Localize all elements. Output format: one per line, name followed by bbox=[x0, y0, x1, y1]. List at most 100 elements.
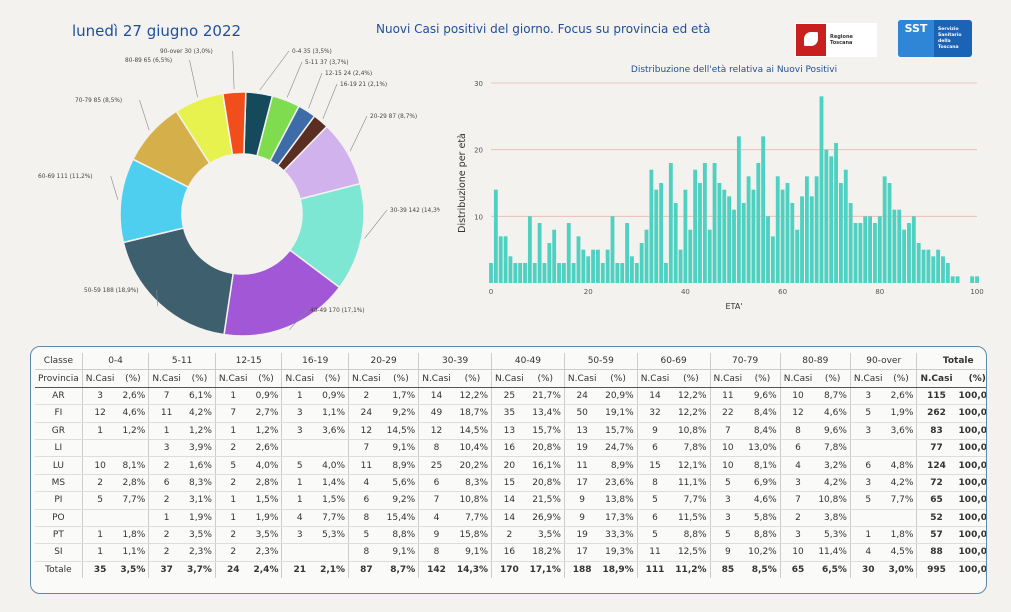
table-cell: 65 bbox=[780, 560, 816, 579]
table-cell: 23,6% bbox=[599, 474, 638, 493]
histogram-ytick-label: 30 bbox=[474, 80, 483, 88]
table-cell: 9 bbox=[637, 422, 673, 440]
table-subheader: (%) bbox=[815, 369, 851, 388]
table-column-header: Totale bbox=[916, 353, 986, 371]
table-cell: 8 bbox=[418, 439, 454, 458]
table-row: SI 1 1,1% 2 2,3% 2 2,3% 8 9,1% 8 9,1% 16 18,2% 17 19,3… bbox=[35, 543, 986, 562]
table-cell bbox=[850, 509, 886, 527]
table-cell: 3 bbox=[281, 404, 318, 423]
table-cell: 6 bbox=[780, 439, 816, 458]
table-cell: 24 bbox=[215, 560, 251, 579]
table-cell: 4,5% bbox=[885, 543, 918, 562]
table-cell: 8,7% bbox=[383, 560, 420, 579]
table-cell: 3,8% bbox=[815, 509, 851, 527]
table-cell: 7,8% bbox=[672, 439, 711, 458]
histogram-bar bbox=[834, 143, 838, 283]
table-cell: 115 bbox=[916, 387, 956, 406]
regione-toscana-logo: Regione Toscana bbox=[795, 23, 877, 57]
table-cell: 9,2% bbox=[383, 491, 420, 510]
table-column-header: 90-over bbox=[850, 353, 918, 371]
table-cell: 3 bbox=[710, 509, 746, 527]
table-cell: 15 bbox=[491, 474, 527, 493]
table-cell: 14,5% bbox=[383, 422, 420, 440]
table-cell: 12 bbox=[418, 422, 454, 440]
histogram-xtick-label: 0 bbox=[489, 288, 493, 296]
table-cell: 8,8% bbox=[383, 526, 420, 545]
table-cell: 3 bbox=[148, 439, 184, 458]
table-cell: 13,0% bbox=[745, 439, 781, 458]
table-cell: 1 bbox=[850, 526, 886, 545]
table-total-row: Totale 35 3,5% 37 3,7% 24 2,4% 21 2,1% 87 8,7% 142 1… bbox=[35, 560, 986, 579]
histogram-bar bbox=[892, 209, 897, 283]
table-column-header: 20-29 bbox=[348, 353, 420, 371]
table-cell: 1 bbox=[215, 422, 251, 440]
table-cell: 8,3% bbox=[183, 474, 216, 493]
table-subheader: N.Casi bbox=[148, 369, 184, 388]
histogram-bar bbox=[897, 209, 902, 283]
table-cell: 5 bbox=[710, 526, 746, 545]
histogram-bar bbox=[926, 249, 931, 283]
table-cell bbox=[317, 439, 350, 458]
table-subheader: (%) bbox=[885, 369, 918, 388]
table-cell: 10,4% bbox=[453, 439, 493, 458]
table-cell: 2 bbox=[780, 509, 816, 527]
histogram-bar bbox=[848, 203, 853, 283]
province-cell: Totale bbox=[35, 560, 83, 579]
histogram-bar bbox=[493, 189, 498, 283]
table-cell: 4,0% bbox=[250, 456, 283, 475]
histogram-bar bbox=[751, 189, 756, 283]
table-cell: 1 bbox=[148, 509, 184, 527]
table-cell: 7,7% bbox=[117, 491, 150, 510]
table-cell bbox=[885, 509, 918, 527]
table-cell: 57 bbox=[916, 526, 956, 545]
table-cell bbox=[317, 543, 350, 562]
table-column-header: 40-49 bbox=[491, 353, 565, 371]
histogram-bar bbox=[610, 216, 615, 283]
table-cell: 2,8% bbox=[250, 474, 283, 493]
province-cell: GR bbox=[35, 422, 83, 440]
histogram-bar bbox=[766, 216, 770, 283]
histogram-bar bbox=[717, 183, 722, 283]
table-cell: 142 bbox=[418, 560, 454, 579]
table-subheader: N.Casi bbox=[491, 369, 527, 388]
table-cell: 1,5% bbox=[317, 491, 350, 510]
table-cell: 19,3% bbox=[599, 543, 638, 562]
table-row: LI 3 3,9% 2 2,6% 7 9,1% 8 10,4% 16 20,8% 19 24,7% 6 7,… bbox=[35, 439, 986, 458]
table-cell: 12,5% bbox=[672, 543, 711, 562]
table-cell: 4 bbox=[348, 474, 384, 493]
table-cell: 24,7% bbox=[599, 439, 638, 458]
histogram-bar bbox=[698, 183, 702, 283]
table-cell: 5 bbox=[637, 491, 673, 510]
table-cell: 2,7% bbox=[250, 404, 283, 423]
table-cell: 1,4% bbox=[317, 474, 350, 493]
table-cell: 8 bbox=[418, 543, 454, 562]
report-date: lunedì 27 giugno 2022 bbox=[72, 22, 242, 40]
histogram-bar bbox=[489, 263, 493, 283]
table-column-header: 50-59 bbox=[564, 353, 638, 371]
table-cell: 8 bbox=[348, 543, 384, 562]
table-cell: 2 bbox=[148, 491, 184, 510]
table-cell: 87 bbox=[348, 560, 384, 579]
table-cell: 4 bbox=[850, 543, 886, 562]
histogram-bar bbox=[532, 263, 537, 283]
table-cell: 7 bbox=[710, 422, 746, 440]
histogram-bar bbox=[950, 276, 955, 283]
table-cell: 1,9% bbox=[183, 509, 216, 527]
table-column-header: 70-79 bbox=[710, 353, 781, 371]
table-subheader: Provincia bbox=[35, 369, 83, 388]
table-cell: 3,5% bbox=[183, 526, 216, 545]
table-cell: 5 bbox=[850, 491, 886, 510]
table-cell: 3,6% bbox=[885, 422, 918, 440]
table-row: LU 10 8,1% 2 1,6% 5 4,0% 5 4,0% 11 8,9% 25 20,2% 20 16… bbox=[35, 456, 986, 475]
histogram-bar bbox=[868, 216, 873, 283]
table-cell: 2 bbox=[491, 526, 527, 545]
table-cell: 10,8% bbox=[453, 491, 493, 510]
table-cell: 3 bbox=[281, 422, 318, 440]
table-cell: 2 bbox=[148, 543, 184, 562]
table-cell: 20,9% bbox=[599, 387, 638, 406]
histogram-bar bbox=[819, 96, 824, 283]
table-cell: 10,8% bbox=[815, 491, 851, 510]
table-cell: 100,0% bbox=[955, 456, 986, 475]
histogram-bar bbox=[736, 136, 741, 283]
histogram-bar bbox=[561, 263, 566, 283]
